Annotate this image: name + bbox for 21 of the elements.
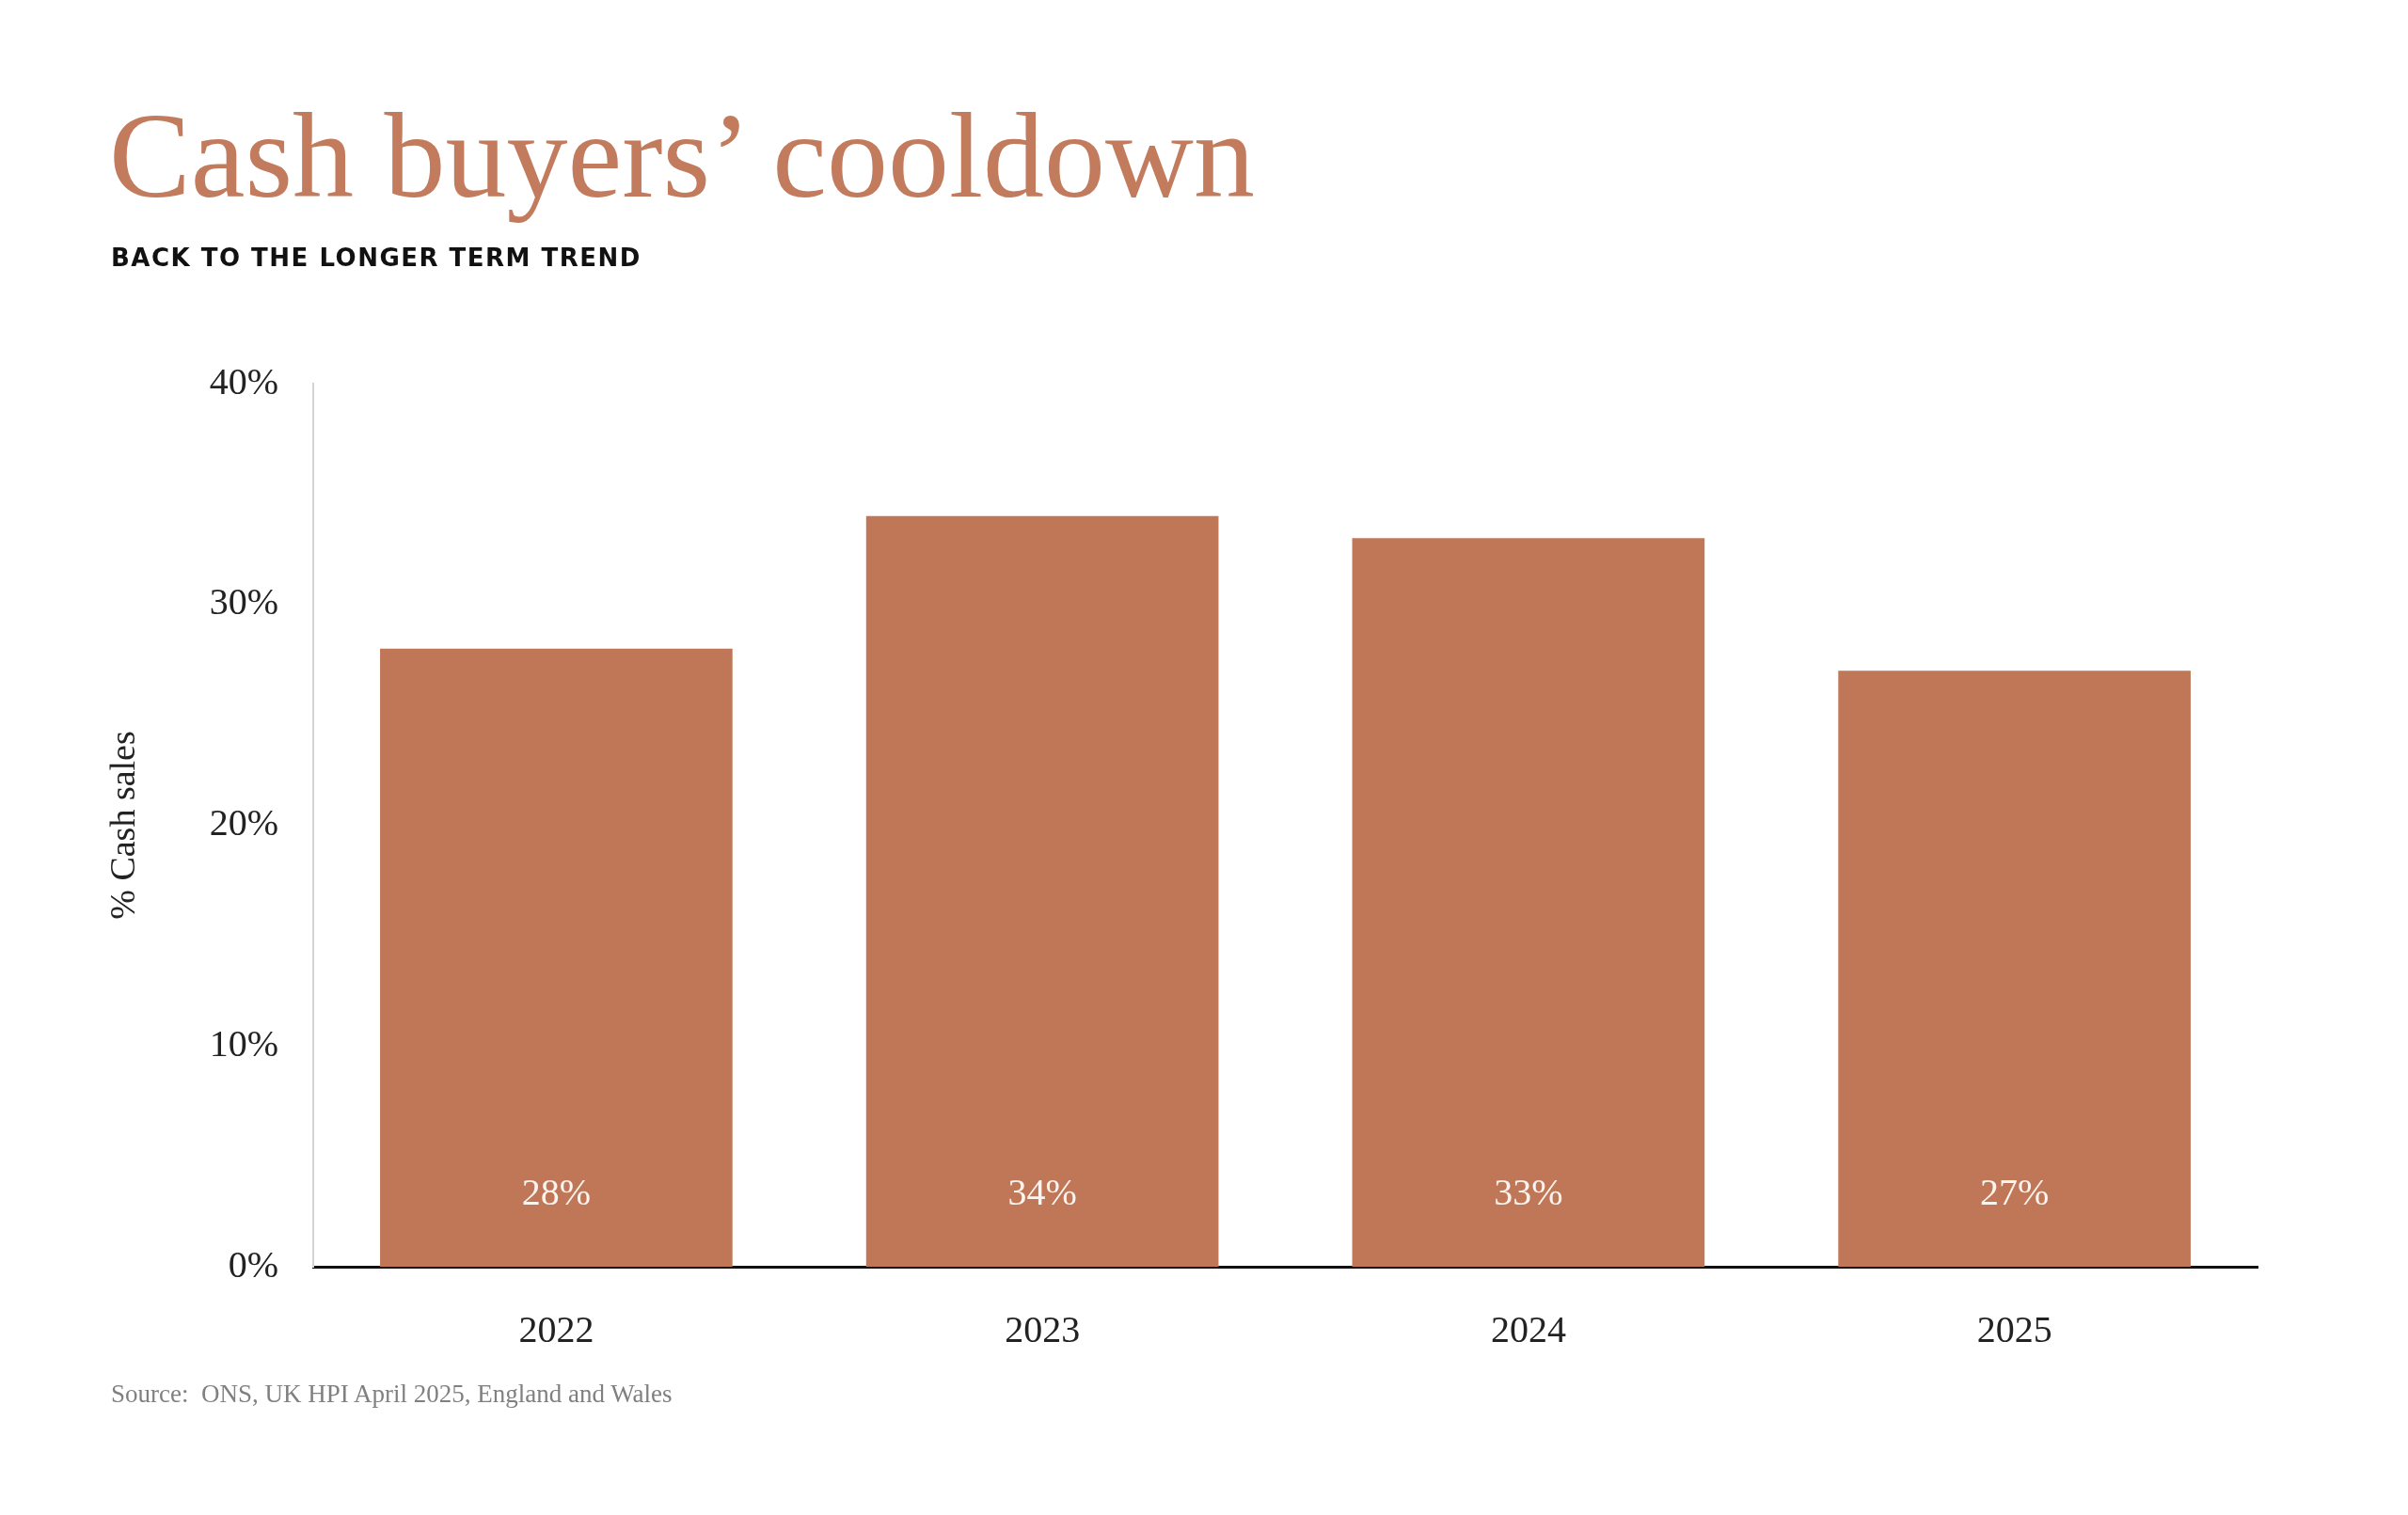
source-note: Source: ONS, UK HPI April 2025, England and Wales [111,1380,673,1408]
data-label: 34% [1007,1170,1077,1213]
data-label: 27% [1979,1170,2050,1213]
chart-subtitle: BACK TO THE LONGER TERM TREND [111,244,642,272]
y-tick-label: 10% [209,1021,278,1065]
y-tick-label: 30% [209,580,278,623]
y-tick-label: 40% [209,359,278,402]
y-axis-title: % Cash sales [102,731,142,920]
x-tick-label: 2022 [518,1307,594,1350]
data-label: 28% [521,1170,592,1213]
bar [380,648,733,1267]
y-tick-label: 0% [228,1242,278,1286]
chart-title: Cash buyers’ cooldown [109,87,1255,223]
bar [865,515,1219,1267]
data-label: 33% [1494,1170,1563,1213]
bar [1838,671,2191,1267]
bar [1352,538,1705,1267]
y-tick-label: 20% [209,801,278,844]
x-tick-label: 2023 [1005,1307,1081,1350]
x-tick-label: 2025 [1976,1307,2052,1350]
x-tick-label: 2024 [1490,1307,1566,1350]
